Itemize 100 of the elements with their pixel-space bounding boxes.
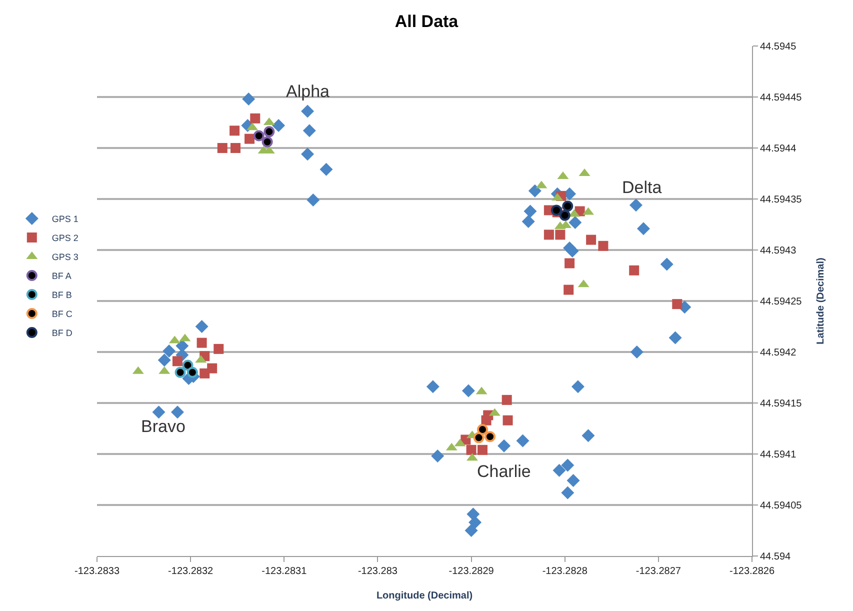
point xyxy=(516,434,530,448)
point xyxy=(172,356,182,366)
legend-label: GPS 2 xyxy=(52,233,78,244)
point xyxy=(668,331,682,344)
point xyxy=(502,415,513,426)
x-tick-label: -123.2827 xyxy=(636,566,682,577)
legend-label: BF C xyxy=(52,309,73,320)
y-tick-label: 44.59425 xyxy=(760,296,802,308)
legend-label: GPS 1 xyxy=(52,214,78,224)
point xyxy=(528,184,542,198)
point xyxy=(462,384,475,398)
point xyxy=(629,265,640,276)
x-tick-label: -123.2829 xyxy=(448,566,494,577)
y-tick-label: 44.5943 xyxy=(760,246,797,256)
point xyxy=(555,230,566,240)
point xyxy=(552,464,566,477)
point xyxy=(502,394,512,405)
point xyxy=(196,338,207,348)
point xyxy=(152,406,166,419)
point xyxy=(564,258,575,268)
point xyxy=(568,216,582,229)
y-tick-label: 44.59445 xyxy=(760,92,802,104)
annotation: Bravo xyxy=(141,417,186,436)
legend-label: BF B xyxy=(52,290,72,300)
point xyxy=(431,450,444,463)
point xyxy=(559,210,570,221)
point xyxy=(214,344,224,354)
point xyxy=(484,431,496,442)
x-tick-label: -123.2832 xyxy=(168,566,214,577)
point xyxy=(230,126,240,136)
point xyxy=(468,516,482,529)
point xyxy=(629,198,642,212)
x-axis-title: Longitude (Decimal) xyxy=(376,590,473,602)
y-axis-title: Latitude (Decimal) xyxy=(816,258,827,344)
point xyxy=(564,284,574,295)
point xyxy=(320,162,333,176)
point xyxy=(195,320,208,333)
point xyxy=(571,380,584,394)
point xyxy=(158,354,171,367)
y-tick-label: 44.59435 xyxy=(760,194,802,206)
point xyxy=(253,130,264,142)
point xyxy=(672,299,682,310)
legend-label: BF D xyxy=(52,328,73,338)
annotation: Delta xyxy=(622,178,662,197)
point xyxy=(660,258,674,271)
point xyxy=(464,524,478,537)
point xyxy=(477,424,488,436)
point xyxy=(544,230,554,240)
point xyxy=(582,429,595,442)
legend-label: BF A xyxy=(52,271,72,282)
point xyxy=(630,346,644,358)
point xyxy=(250,113,260,124)
point xyxy=(636,222,650,236)
point xyxy=(550,204,562,216)
point xyxy=(244,134,255,144)
point xyxy=(264,126,275,138)
x-tick-label: -123.2831 xyxy=(262,566,308,577)
point xyxy=(481,415,492,426)
y-tick-label: 44.59405 xyxy=(760,500,802,512)
point xyxy=(306,194,320,207)
point xyxy=(498,439,511,452)
point xyxy=(174,366,186,378)
point xyxy=(522,214,535,228)
x-tick-label: -123.2828 xyxy=(542,566,588,577)
point xyxy=(566,474,580,488)
point xyxy=(186,366,198,378)
point xyxy=(478,444,488,455)
point xyxy=(473,432,484,444)
point xyxy=(170,406,184,419)
y-tick-label: 44.59415 xyxy=(760,398,802,410)
point xyxy=(162,344,176,358)
y-tick-label: 44.5944 xyxy=(760,144,797,154)
x-tick-label: -123.283 xyxy=(358,566,398,577)
x-tick-label: -123.2826 xyxy=(729,566,775,577)
point xyxy=(466,444,476,455)
annotation: Alpha xyxy=(286,82,330,101)
point xyxy=(566,244,579,258)
point xyxy=(230,143,240,153)
annotation: Charlie xyxy=(477,462,531,481)
point xyxy=(207,363,218,374)
chart-title: All Data xyxy=(394,12,459,32)
y-tick-label: 44.594 xyxy=(760,552,792,562)
point xyxy=(586,234,596,245)
point xyxy=(598,240,608,251)
y-tick-label: 44.5942 xyxy=(760,348,797,358)
x-tick-label: -123.2833 xyxy=(74,566,120,577)
y-tick-label: 44.5945 xyxy=(760,42,797,52)
point xyxy=(561,486,574,500)
point xyxy=(561,458,574,472)
point xyxy=(562,200,574,212)
point xyxy=(301,104,314,118)
legend-label: GPS 3 xyxy=(52,252,78,262)
y-tick-label: 44.5941 xyxy=(760,450,797,460)
point xyxy=(242,92,256,106)
point xyxy=(262,136,273,148)
point xyxy=(302,124,316,138)
point xyxy=(524,204,537,218)
point xyxy=(426,380,440,394)
point xyxy=(301,148,314,161)
point xyxy=(217,143,228,153)
